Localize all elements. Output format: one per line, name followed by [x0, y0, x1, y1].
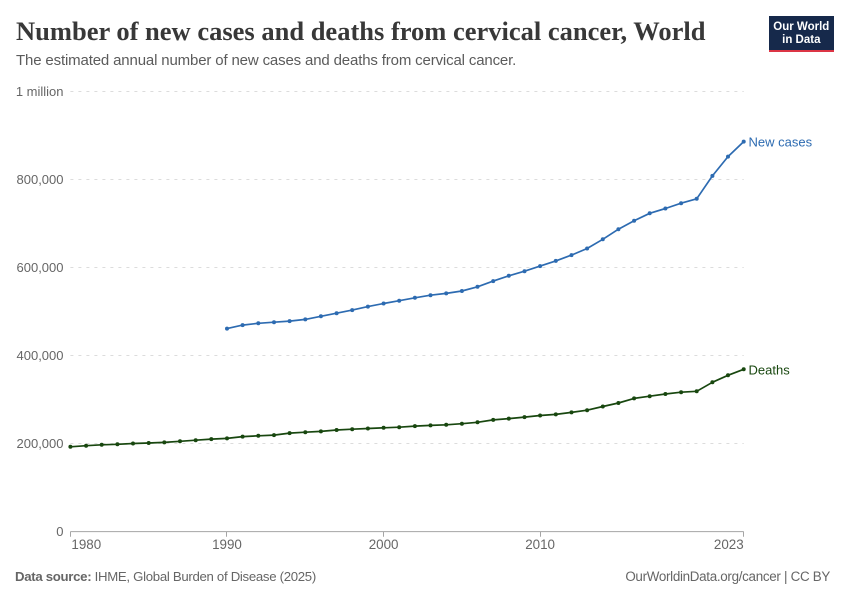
svg-text:0: 0 — [56, 524, 63, 539]
svg-text:2023: 2023 — [714, 537, 744, 552]
svg-text:1980: 1980 — [71, 537, 101, 552]
svg-text:Deaths: Deaths — [749, 363, 791, 378]
svg-text:New cases: New cases — [749, 135, 813, 150]
svg-text:400,000: 400,000 — [17, 348, 64, 363]
svg-text:1 million: 1 million — [16, 84, 64, 99]
svg-text:800,000: 800,000 — [17, 172, 64, 187]
svg-text:200,000: 200,000 — [17, 436, 64, 451]
svg-text:2000: 2000 — [369, 537, 399, 552]
svg-text:2010: 2010 — [525, 537, 555, 552]
svg-text:600,000: 600,000 — [17, 260, 64, 275]
svg-text:1990: 1990 — [212, 537, 242, 552]
